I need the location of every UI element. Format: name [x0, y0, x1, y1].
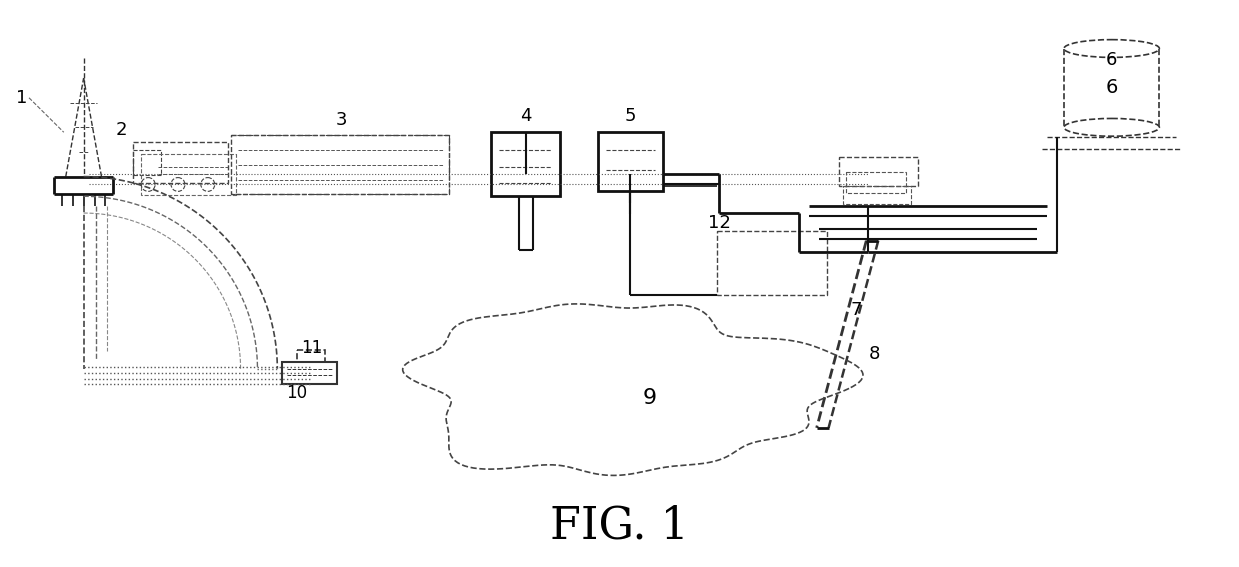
Bar [282, 362, 337, 383]
Text: 11: 11 [301, 339, 322, 357]
Text: 10: 10 [286, 384, 307, 403]
Text: 2: 2 [115, 121, 128, 139]
Text: 5: 5 [624, 107, 636, 125]
Bar [134, 150, 161, 175]
Bar [844, 187, 911, 204]
Bar [839, 157, 918, 187]
Text: 8: 8 [869, 345, 880, 363]
Bar [491, 132, 560, 196]
Bar [134, 142, 228, 184]
Bar [141, 154, 235, 195]
Text: 6: 6 [1106, 52, 1118, 69]
Text: 9: 9 [643, 388, 657, 408]
Bar [230, 135, 450, 194]
Bar [846, 172, 906, 193]
Text: 4: 4 [520, 107, 532, 125]
Text: 12: 12 [707, 214, 731, 232]
Text: 3: 3 [336, 112, 348, 129]
Bar [598, 132, 663, 192]
Bar [717, 231, 826, 295]
Text: 1: 1 [16, 89, 27, 107]
Text: 6: 6 [1105, 78, 1118, 98]
Text: FIG. 1: FIG. 1 [550, 505, 689, 548]
Text: 7: 7 [851, 301, 862, 319]
Bar [297, 350, 325, 362]
